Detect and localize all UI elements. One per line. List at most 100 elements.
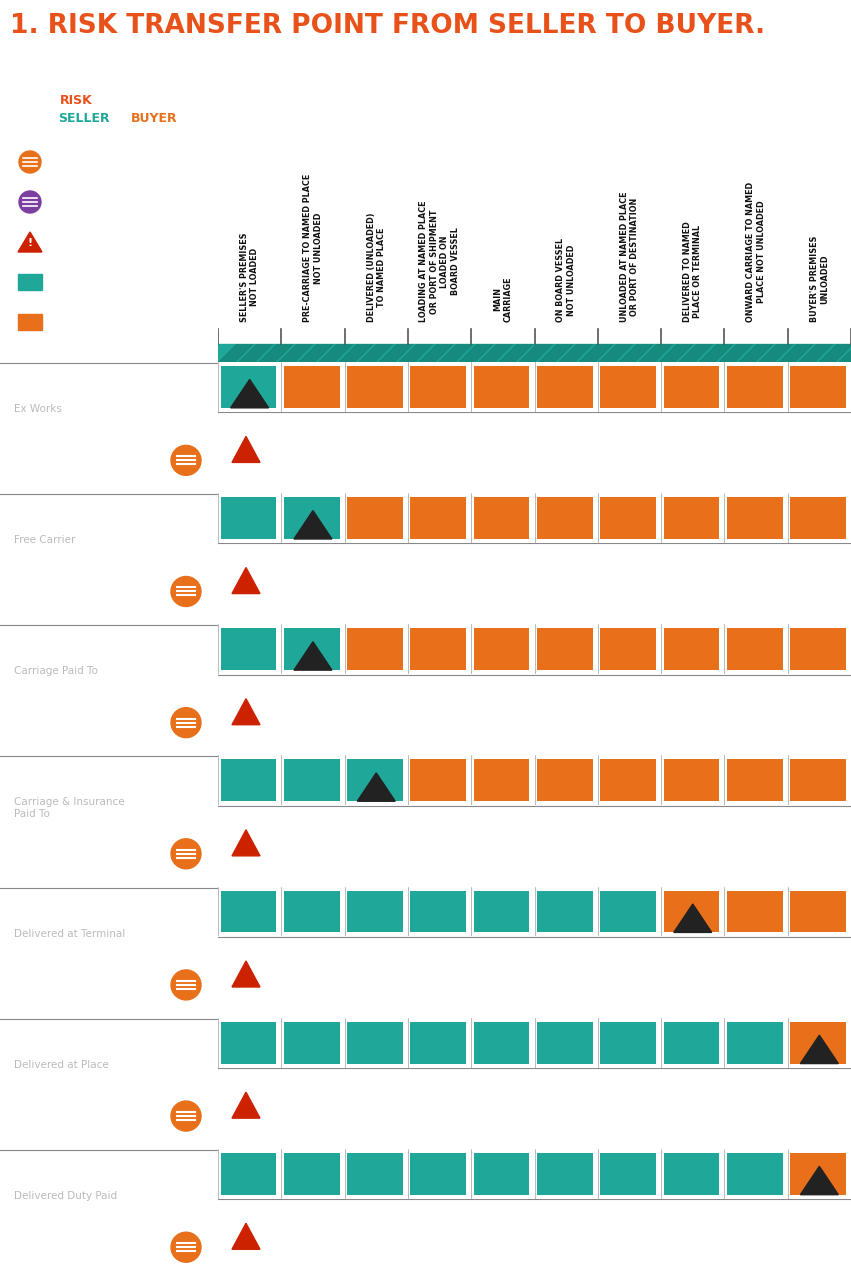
Text: BUYER'S PREMISES
UNLOADED: BUYER'S PREMISES UNLOADED xyxy=(809,236,829,323)
Bar xyxy=(727,366,783,408)
Polygon shape xyxy=(800,1166,838,1194)
Bar xyxy=(474,628,529,671)
Text: RISK TRANSFERS TO BUYER: RISK TRANSFERS TO BUYER xyxy=(276,1211,445,1221)
Text: Risk: Risk xyxy=(48,241,71,250)
Text: !: ! xyxy=(243,970,248,983)
Polygon shape xyxy=(658,344,694,362)
Bar xyxy=(220,759,277,801)
Bar xyxy=(727,1021,783,1064)
Text: RISK TRANSFERS TO BUYER: RISK TRANSFERS TO BUYER xyxy=(276,556,445,566)
Circle shape xyxy=(171,838,201,869)
Text: 1. RISK TRANSFER POINT FROM SELLER TO BUYER.: 1. RISK TRANSFER POINT FROM SELLER TO BU… xyxy=(10,13,765,38)
Bar xyxy=(410,759,466,801)
Circle shape xyxy=(171,708,201,737)
Bar xyxy=(727,759,783,801)
Bar xyxy=(537,891,593,932)
Polygon shape xyxy=(18,232,42,252)
Bar xyxy=(727,497,783,539)
Text: DAP: DAP xyxy=(14,1030,69,1055)
Polygon shape xyxy=(674,904,711,932)
Polygon shape xyxy=(338,344,374,362)
Text: EXW: EXW xyxy=(14,375,74,399)
Bar xyxy=(347,366,403,408)
Polygon shape xyxy=(278,344,314,362)
Polygon shape xyxy=(598,344,634,362)
Bar xyxy=(410,891,466,932)
Bar xyxy=(284,891,340,932)
Polygon shape xyxy=(758,344,794,362)
Text: !: ! xyxy=(243,708,248,721)
Text: FROM: FROM xyxy=(18,111,64,125)
Polygon shape xyxy=(618,344,654,362)
Text: BUYER is responsible for unloading.: BUYER is responsible for unloading. xyxy=(276,1098,471,1107)
Polygon shape xyxy=(232,961,260,987)
Circle shape xyxy=(171,1233,201,1262)
Text: : When goods have been delivered &: : When goods have been delivered & xyxy=(445,948,647,959)
Polygon shape xyxy=(578,344,614,362)
Bar xyxy=(410,497,466,539)
Bar xyxy=(474,891,529,932)
Text: : When goods are taken in charge by: : When goods are taken in charge by xyxy=(445,686,646,696)
Bar xyxy=(664,891,719,932)
Polygon shape xyxy=(818,344,851,362)
Polygon shape xyxy=(378,344,414,362)
Bar xyxy=(600,759,656,801)
Text: DELIVERED TO NAMED
PLACE OR TERMINAL: DELIVERED TO NAMED PLACE OR TERMINAL xyxy=(683,221,702,323)
Polygon shape xyxy=(518,344,554,362)
Bar xyxy=(474,1153,529,1194)
Bar xyxy=(791,759,846,801)
Text: FCA: FCA xyxy=(14,506,66,530)
Bar xyxy=(410,1021,466,1064)
Text: RISK: RISK xyxy=(60,93,93,108)
Circle shape xyxy=(171,445,201,475)
Text: : When goods arrive at destination.: : When goods arrive at destination. xyxy=(445,1211,637,1221)
Text: !: ! xyxy=(243,445,248,460)
Circle shape xyxy=(171,1101,201,1132)
Text: Seller: Seller xyxy=(48,280,80,291)
Bar xyxy=(537,759,593,801)
Bar xyxy=(600,497,656,539)
Bar xyxy=(600,628,656,671)
Bar xyxy=(284,1153,340,1194)
Text: ON BOARD VESSEL
NOT UNLOADED: ON BOARD VESSEL NOT UNLOADED xyxy=(557,238,576,323)
Bar xyxy=(347,628,403,671)
Bar xyxy=(220,891,277,932)
Bar xyxy=(347,759,403,801)
Polygon shape xyxy=(458,344,494,362)
Text: DDP: DDP xyxy=(14,1161,71,1185)
Bar xyxy=(537,628,593,671)
Text: : When vehicle arrives at named place,: : When vehicle arrives at named place, xyxy=(445,556,659,566)
Bar xyxy=(220,1153,277,1194)
Bar xyxy=(664,628,719,671)
Bar xyxy=(727,1153,783,1194)
Bar xyxy=(347,1021,403,1064)
Polygon shape xyxy=(357,773,395,801)
Text: Delivered at Terminal: Delivered at Terminal xyxy=(14,928,125,938)
Text: premises where goods are ready for transport.: premises where goods are ready for trans… xyxy=(276,442,531,452)
Text: !: ! xyxy=(243,840,248,852)
Text: RISK TRANSFERS TO BUYER: RISK TRANSFERS TO BUYER xyxy=(276,424,445,434)
Polygon shape xyxy=(738,344,774,362)
Text: ready for unloading.: ready for unloading. xyxy=(276,573,386,584)
Polygon shape xyxy=(438,344,474,362)
Polygon shape xyxy=(778,344,814,362)
Bar xyxy=(220,628,277,671)
Bar xyxy=(791,1153,846,1194)
Text: !: ! xyxy=(27,238,32,248)
Bar xyxy=(664,1153,719,1194)
Polygon shape xyxy=(678,344,714,362)
Text: carrier.: carrier. xyxy=(276,704,314,714)
Circle shape xyxy=(171,970,201,1000)
Bar xyxy=(474,497,529,539)
Text: LOADING AT NAMED PLACE
OR PORT OF SHIPMENT
LOADED ON
BOARD VESSEL: LOADING AT NAMED PLACE OR PORT OF SHIPME… xyxy=(420,201,460,323)
Bar xyxy=(220,366,277,408)
Text: Delivered at Place: Delivered at Place xyxy=(14,1060,109,1070)
Polygon shape xyxy=(232,699,260,724)
Polygon shape xyxy=(238,344,274,362)
Text: !: ! xyxy=(243,577,248,590)
Polygon shape xyxy=(558,344,594,362)
Text: RISK TRANSFERS TO BUYER: RISK TRANSFERS TO BUYER xyxy=(276,818,445,827)
Text: RISK TRANSFERS TO BUYER: RISK TRANSFERS TO BUYER xyxy=(276,948,445,959)
Bar xyxy=(18,274,42,291)
Bar xyxy=(791,497,846,539)
